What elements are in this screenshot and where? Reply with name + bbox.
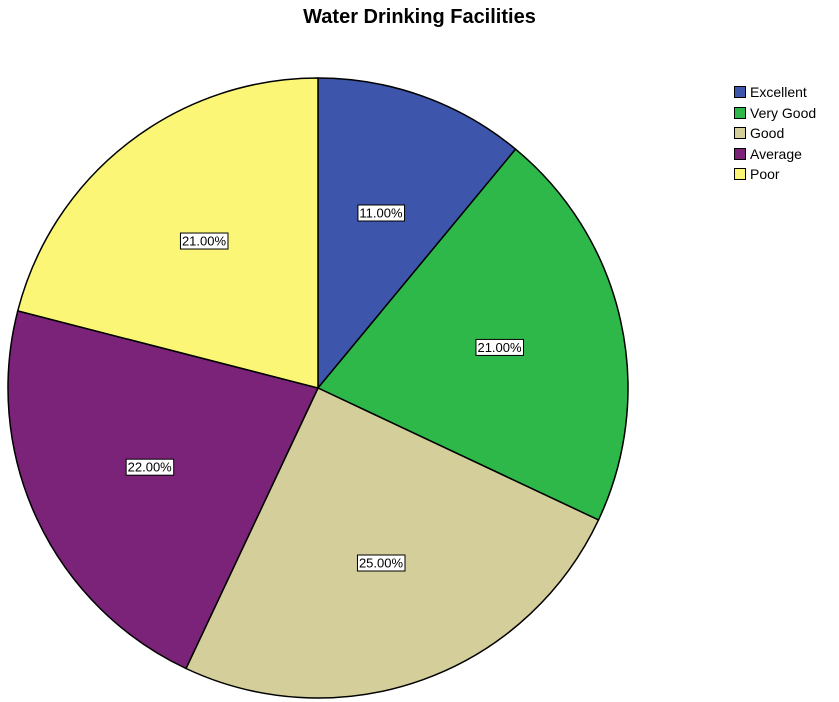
legend-item-poor: Poor xyxy=(734,164,816,185)
slice-label-excellent: 11.00% xyxy=(357,204,406,222)
slice-label-box xyxy=(357,204,406,222)
legend-label: Average xyxy=(750,145,802,162)
legend-label: Poor xyxy=(750,166,780,183)
slice-label-box xyxy=(125,458,175,476)
pie-slice-excellent xyxy=(317,77,517,391)
slice-label-good: 25.00% xyxy=(356,554,406,572)
slice-label-very-good: 21.00% xyxy=(475,338,525,356)
slice-label-box xyxy=(356,554,406,572)
pie-slice-very-good xyxy=(316,148,629,521)
legend-item-average: Average xyxy=(734,144,816,165)
slice-label-box xyxy=(475,338,525,356)
slice-label-box xyxy=(179,232,229,250)
legend-swatch xyxy=(734,168,746,181)
pie-labels: 11.00% 21.00% 25.00% 22.00% 21.00% xyxy=(125,204,525,572)
pie-slices xyxy=(7,77,629,699)
legend-item-very-good: Very Good xyxy=(734,103,816,124)
legend-label: Very Good xyxy=(750,104,817,121)
pie-slice-good xyxy=(185,387,600,699)
slice-label-text: 11.00% xyxy=(359,205,403,220)
legend-swatch xyxy=(734,127,746,140)
slice-label-text: 22.00% xyxy=(128,460,173,475)
legend-swatch xyxy=(734,86,746,99)
pie-slice-poor xyxy=(16,77,319,389)
legend-item-good: Good xyxy=(734,123,816,144)
legend-swatch xyxy=(734,147,746,160)
legend: Excellent Very Good Good Average Poor xyxy=(734,82,816,185)
legend-label: Excellent xyxy=(750,84,807,101)
slice-label-poor: 21.00% xyxy=(179,232,229,250)
slice-label-text: 21.00% xyxy=(477,340,522,355)
chart-title: Water Drinking Facilities xyxy=(303,6,536,28)
slice-label-text: 21.00% xyxy=(182,234,227,249)
legend-swatch xyxy=(734,106,746,119)
slice-label-average: 22.00% xyxy=(125,458,175,476)
pie-slice-average xyxy=(7,309,320,670)
legend-label: Good xyxy=(750,125,785,142)
legend-item-excellent: Excellent xyxy=(734,82,816,103)
slice-label-text: 25.00% xyxy=(359,556,404,571)
